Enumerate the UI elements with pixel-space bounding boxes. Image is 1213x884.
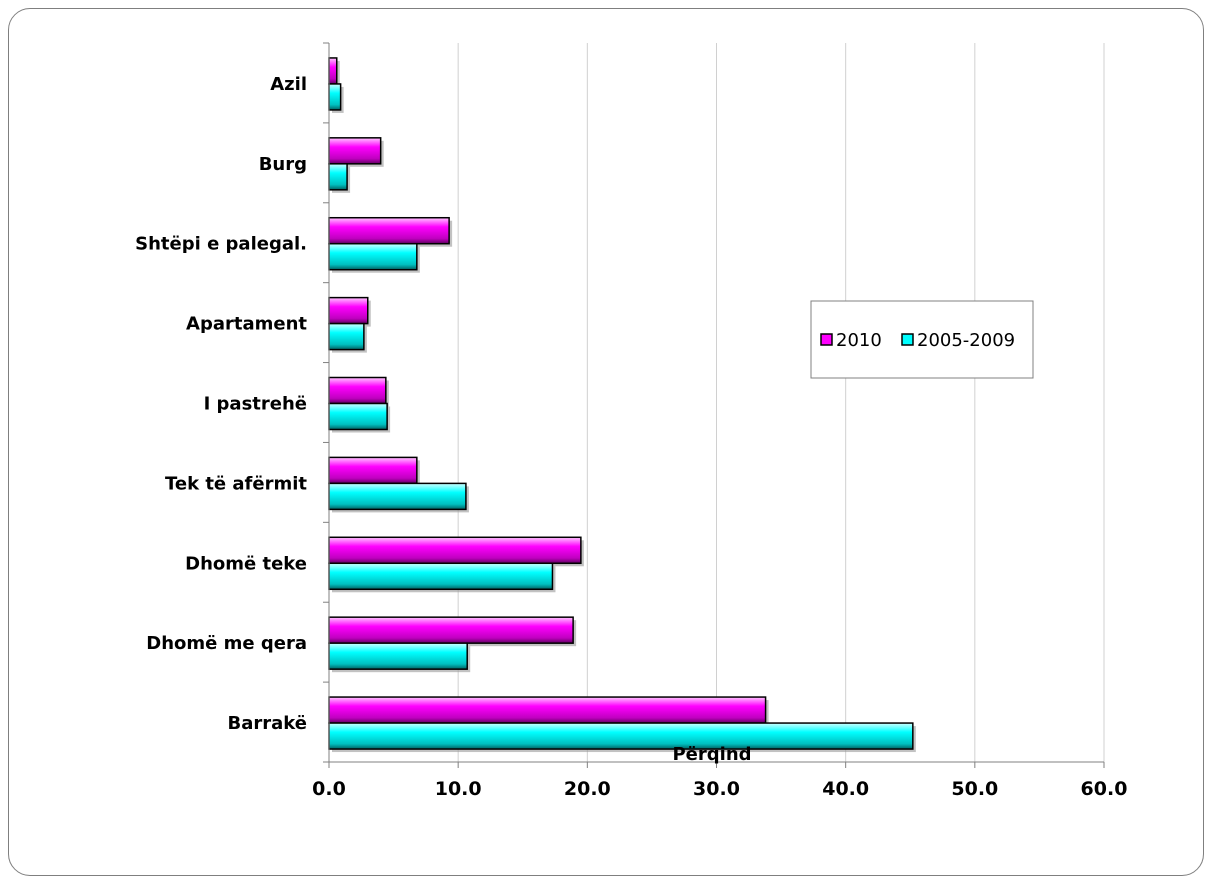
category-label: Barrakë bbox=[228, 713, 307, 734]
legend-swatch-2010 bbox=[820, 333, 833, 346]
bar-2010 bbox=[328, 536, 582, 565]
legend-label-2010: 2010 bbox=[836, 330, 882, 351]
bar-2005-2009 bbox=[328, 163, 348, 191]
axes bbox=[323, 42, 1105, 768]
bar-2010 bbox=[328, 216, 450, 245]
category-label: Tek të afërmit bbox=[165, 473, 307, 494]
bar-2005-2009 bbox=[328, 562, 554, 591]
bar-2010 bbox=[328, 137, 382, 165]
gridlines bbox=[457, 43, 1105, 762]
bar-2005-2009 bbox=[328, 322, 365, 351]
category-label: Apartament bbox=[186, 314, 307, 335]
bar-2005-2009 bbox=[328, 242, 418, 271]
x-axis-title: Përqind bbox=[672, 744, 751, 765]
bar-2010 bbox=[328, 696, 767, 724]
bar-2005-2009 bbox=[328, 642, 468, 670]
category-label: Dhomë teke bbox=[185, 553, 307, 574]
bar-2010 bbox=[328, 456, 418, 485]
category-label: Azil bbox=[270, 74, 307, 95]
x-tick-label: 20.0 bbox=[564, 778, 611, 800]
bar-2010 bbox=[328, 296, 369, 325]
legend: 2010 2005-2009 bbox=[810, 300, 1034, 379]
bars bbox=[328, 57, 916, 753]
category-label: Dhomë me qera bbox=[146, 633, 307, 654]
x-tick-label: 0.0 bbox=[312, 778, 346, 800]
legend-box bbox=[810, 300, 1034, 379]
bar-2005-2009 bbox=[328, 722, 914, 750]
x-tick-label: 60.0 bbox=[1081, 778, 1128, 800]
x-tick-label: 50.0 bbox=[951, 778, 998, 800]
x-tick-label: 40.0 bbox=[822, 778, 869, 800]
axis-labels: 0.0 10.0 20.0 30.0 40.0 50.0 60.0 Azil Burg Shtëp… bbox=[135, 74, 1127, 800]
bar-2010 bbox=[328, 57, 338, 85]
bar-2005-2009 bbox=[328, 402, 388, 431]
legend-swatch-2005-2009 bbox=[901, 333, 914, 346]
bar-2005-2009 bbox=[328, 482, 467, 511]
category-label: Shtëpi e palegal. bbox=[135, 234, 307, 255]
x-tick-label: 10.0 bbox=[435, 778, 482, 800]
category-label: I pastrehë bbox=[204, 394, 307, 415]
bar-2005-2009 bbox=[328, 83, 342, 111]
x-tick-label: 30.0 bbox=[693, 778, 740, 800]
bar-2010 bbox=[328, 376, 387, 405]
bar-2010 bbox=[328, 616, 574, 644]
category-label: Burg bbox=[259, 154, 307, 175]
legend-label-2005-2009: 2005-2009 bbox=[917, 330, 1015, 351]
